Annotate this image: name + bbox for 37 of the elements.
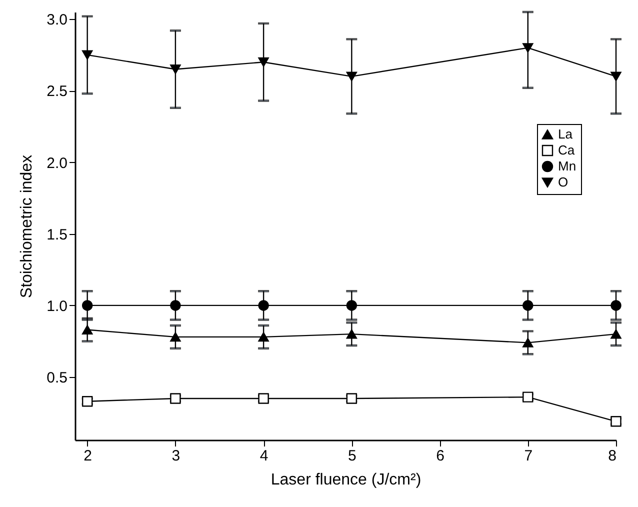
point bbox=[610, 72, 622, 82]
point bbox=[82, 50, 93, 60]
point bbox=[346, 300, 358, 311]
point bbox=[82, 325, 93, 334]
point bbox=[258, 300, 269, 311]
x-tick-label: 4 bbox=[260, 448, 268, 464]
y-tick-label: 2.5 bbox=[46, 83, 68, 100]
x-tick-label: 2 bbox=[84, 448, 92, 464]
y-tick-label: 1.0 bbox=[46, 298, 68, 315]
legend-label: Mn bbox=[558, 158, 576, 174]
point bbox=[522, 300, 534, 311]
x-tick-label: 7 bbox=[524, 448, 533, 464]
point bbox=[258, 57, 269, 67]
x-tick-label: 6 bbox=[436, 448, 444, 464]
y-axis-title: Stoichiometric index bbox=[18, 154, 36, 298]
y-tick-label: 1.5 bbox=[46, 226, 68, 244]
point bbox=[522, 43, 534, 52]
y-tick-label: 0.5 bbox=[46, 370, 68, 387]
point bbox=[346, 72, 358, 82]
y-tick-label: 3.0 bbox=[46, 12, 68, 29]
point bbox=[170, 64, 181, 74]
y-tick-label: 2.0 bbox=[46, 154, 68, 172]
x-tick-label: 3 bbox=[172, 448, 180, 464]
x-tick-label: 8 bbox=[608, 448, 616, 464]
point bbox=[610, 300, 622, 311]
point bbox=[258, 332, 269, 342]
point bbox=[346, 329, 358, 339]
point bbox=[170, 332, 181, 342]
point bbox=[170, 300, 181, 311]
legend-label: O bbox=[558, 174, 568, 190]
point bbox=[82, 300, 93, 311]
legend-label: La bbox=[558, 126, 574, 142]
x-tick-label: 5 bbox=[348, 448, 356, 464]
x-axis-title: Laser fluence (J/cm²) bbox=[270, 472, 422, 488]
point bbox=[522, 338, 534, 348]
legend-label: Ca bbox=[558, 142, 576, 158]
point bbox=[610, 329, 622, 339]
